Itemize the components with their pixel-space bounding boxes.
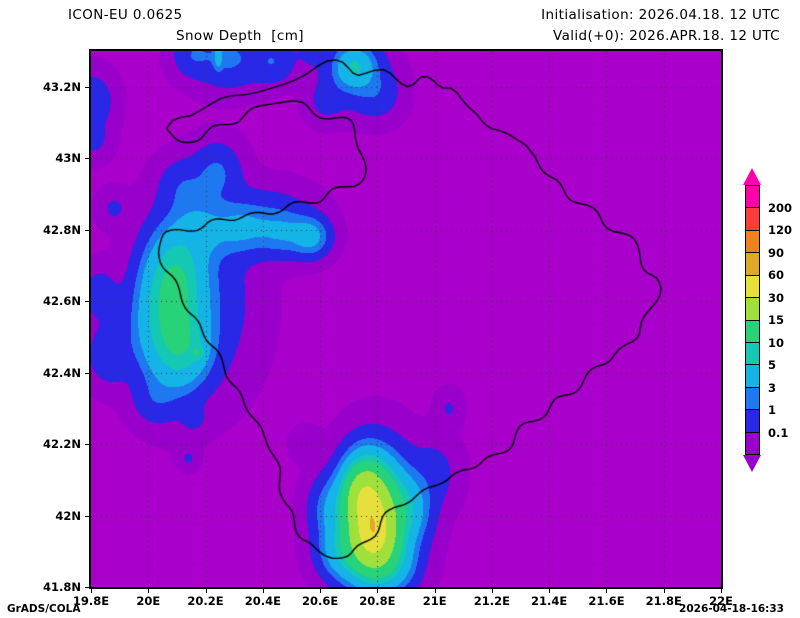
x-tick-mark xyxy=(320,588,322,593)
x-tick-mark xyxy=(148,588,150,593)
colorbar-tick-label: 5 xyxy=(768,358,777,372)
x-axis-tick-label: 22E xyxy=(709,594,733,608)
y-tick-mark xyxy=(85,444,90,446)
y-axis-tick-label: 43.2N xyxy=(43,79,81,94)
initialisation-label: Initialisation: 2026.04.18. 12 UTC xyxy=(541,7,780,23)
colorbar-under-arrow xyxy=(743,455,761,472)
colorbar-band xyxy=(746,432,759,455)
y-axis-tick-label: 42.2N xyxy=(43,437,81,452)
y-axis-tick-label: 43N xyxy=(55,151,81,166)
x-axis-tick-label: 20.6E xyxy=(301,594,339,608)
colorbar-band xyxy=(746,387,759,411)
colorbar-bands xyxy=(745,185,760,455)
x-tick-mark xyxy=(377,588,379,593)
colorbar-tick-label: 10 xyxy=(768,335,785,350)
x-axis-tick-label: 21.6E xyxy=(588,594,625,608)
y-axis-tick-label: 42.8N xyxy=(43,222,81,237)
x-tick-mark xyxy=(606,588,608,593)
x-tick-mark xyxy=(205,588,207,593)
y-axis-tick-label: 41.8N xyxy=(43,580,81,594)
x-axis-tick-label: 20.4E xyxy=(244,594,281,608)
x-tick-mark xyxy=(262,588,264,593)
colorbar-band xyxy=(746,365,759,388)
x-tick-mark xyxy=(91,588,92,593)
colorbar-band xyxy=(746,186,759,209)
colorbar-over-arrow xyxy=(743,168,761,185)
y-tick-mark xyxy=(85,301,90,303)
y-tick-mark xyxy=(85,229,90,231)
y-tick-mark xyxy=(85,158,90,160)
colorbar-tick-label: 200 xyxy=(768,200,793,215)
x-axis-tick-label: 20.2E xyxy=(187,594,224,608)
colorbar-band xyxy=(746,208,759,231)
colorbar-tick-label: 120 xyxy=(768,223,793,237)
colorbar-band xyxy=(746,275,759,299)
x-axis-tick-label: 20E xyxy=(136,594,161,608)
colorbar-tick-label: 90 xyxy=(768,245,785,260)
x-tick-mark xyxy=(721,588,722,593)
colorbar-band xyxy=(746,253,759,276)
colorbar[interactable] xyxy=(742,168,762,472)
map-plot-area[interactable] xyxy=(89,49,723,589)
colorbar-tick-label: 15 xyxy=(768,313,785,327)
y-tick-mark xyxy=(85,587,90,588)
x-tick-mark xyxy=(434,588,436,593)
x-tick-mark xyxy=(491,588,493,593)
colorbar-tick-label: 1 xyxy=(768,403,777,417)
colorbar-band xyxy=(746,230,759,254)
x-axis-tick-label: 19.8E xyxy=(72,594,110,608)
colorbar-band xyxy=(746,342,759,366)
y-axis-tick-label: 42N xyxy=(55,508,81,523)
x-axis-tick-label: 21.8E xyxy=(645,594,682,608)
y-tick-mark xyxy=(85,372,90,374)
colorbar-tick-label: 30 xyxy=(768,290,785,305)
y-axis-tick-label: 42.4N xyxy=(43,365,81,380)
timestamp-label: 2026-04-18-16:33 xyxy=(679,603,784,615)
x-tick-mark xyxy=(549,588,551,593)
variable-label: Snow Depth [cm] xyxy=(176,28,304,44)
y-tick-mark xyxy=(85,515,90,517)
model-label: ICON-EU 0.0625 xyxy=(68,7,183,23)
producer-label: GrADS/COLA xyxy=(7,603,81,615)
colorbar-band xyxy=(746,298,759,321)
valid-time-label: Valid(+0): 2026.APR.18. 12 UTC xyxy=(552,28,780,44)
colorbar-band xyxy=(746,320,759,343)
x-tick-mark xyxy=(663,588,665,593)
x-axis-tick-label: 21E xyxy=(422,594,447,608)
y-axis-tick-label: 42.6N xyxy=(43,294,81,309)
x-axis-tick-label: 20.8E xyxy=(359,594,396,608)
colorbar-tick-label: 0.1 xyxy=(768,425,789,440)
colorbar-tick-label: 60 xyxy=(768,268,785,282)
x-axis-tick-label: 21.2E xyxy=(473,594,511,608)
colorbar-tick-label: 3 xyxy=(768,380,777,395)
colorbar-band xyxy=(746,410,759,433)
snow-depth-heatmap xyxy=(91,51,721,587)
x-axis-tick-label: 21.4E xyxy=(531,594,568,608)
y-tick-mark xyxy=(85,86,90,88)
